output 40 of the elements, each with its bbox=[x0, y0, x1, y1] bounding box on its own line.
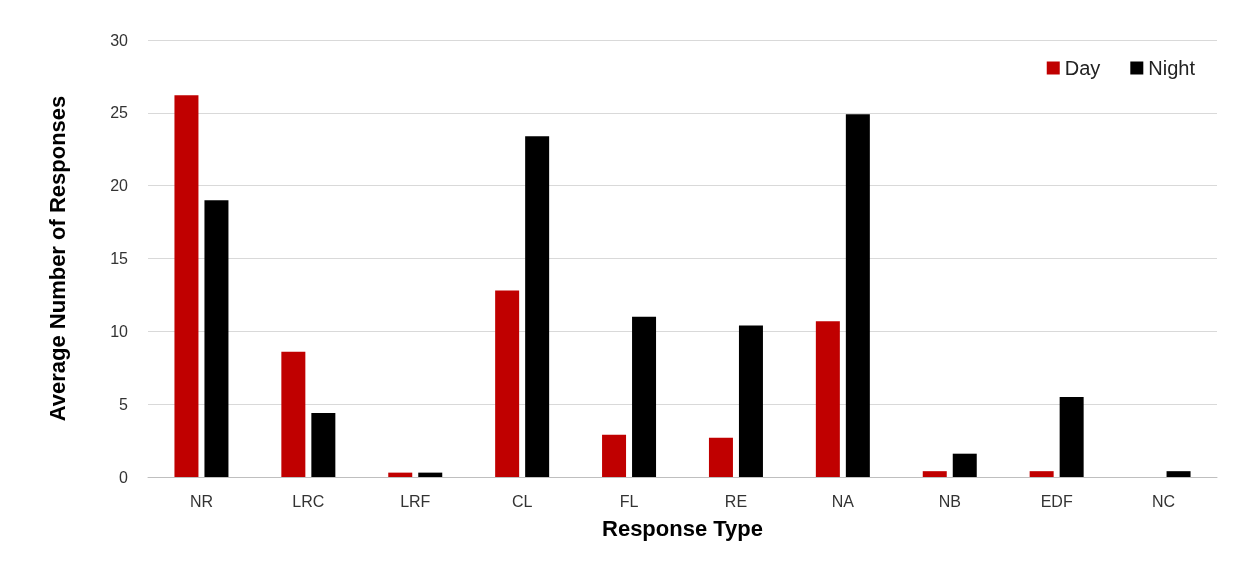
bar bbox=[922, 471, 947, 477]
x-tick-label: RE bbox=[724, 492, 748, 510]
x-tick-label: LRF bbox=[400, 492, 431, 510]
x-tick-label: EDF bbox=[1040, 492, 1073, 510]
bar bbox=[204, 200, 229, 477]
bar bbox=[602, 434, 627, 477]
bar bbox=[952, 453, 977, 477]
x-tick-label: NA bbox=[831, 492, 855, 510]
bar bbox=[281, 351, 306, 477]
bar bbox=[1029, 471, 1054, 477]
y-tick-label: 10 bbox=[110, 322, 129, 340]
legend-label: Night bbox=[1148, 57, 1196, 79]
bar bbox=[815, 321, 840, 477]
x-tick-label: FL bbox=[619, 492, 639, 510]
y-tick-label: 30 bbox=[110, 31, 129, 49]
x-tick-label: CL bbox=[511, 492, 533, 510]
bar bbox=[1166, 471, 1191, 477]
y-tick-label: 5 bbox=[119, 395, 129, 413]
bar bbox=[632, 316, 657, 477]
bar bbox=[845, 114, 870, 477]
y-tick-label: 20 bbox=[110, 177, 129, 195]
x-axis-title: Response Type bbox=[602, 515, 763, 541]
bar bbox=[708, 437, 733, 477]
bar bbox=[1059, 396, 1084, 477]
legend-label: Day bbox=[1064, 57, 1101, 79]
y-tick-label: 15 bbox=[110, 250, 129, 267]
bar bbox=[418, 472, 443, 477]
x-tick-label: NC bbox=[1152, 492, 1176, 510]
y-tick-label: 25 bbox=[110, 104, 129, 122]
bar bbox=[388, 472, 413, 477]
bar bbox=[311, 412, 336, 477]
x-tick-label: NB bbox=[938, 492, 961, 510]
x-tick-label: LRC bbox=[292, 492, 325, 510]
bar bbox=[174, 95, 199, 477]
bar bbox=[525, 136, 550, 477]
x-tick-label: NR bbox=[189, 492, 213, 510]
y-tick-label: 0 bbox=[119, 468, 129, 486]
bar bbox=[495, 290, 520, 477]
bar bbox=[738, 325, 763, 477]
y-axis-title: Average Number of Responses bbox=[44, 95, 70, 422]
